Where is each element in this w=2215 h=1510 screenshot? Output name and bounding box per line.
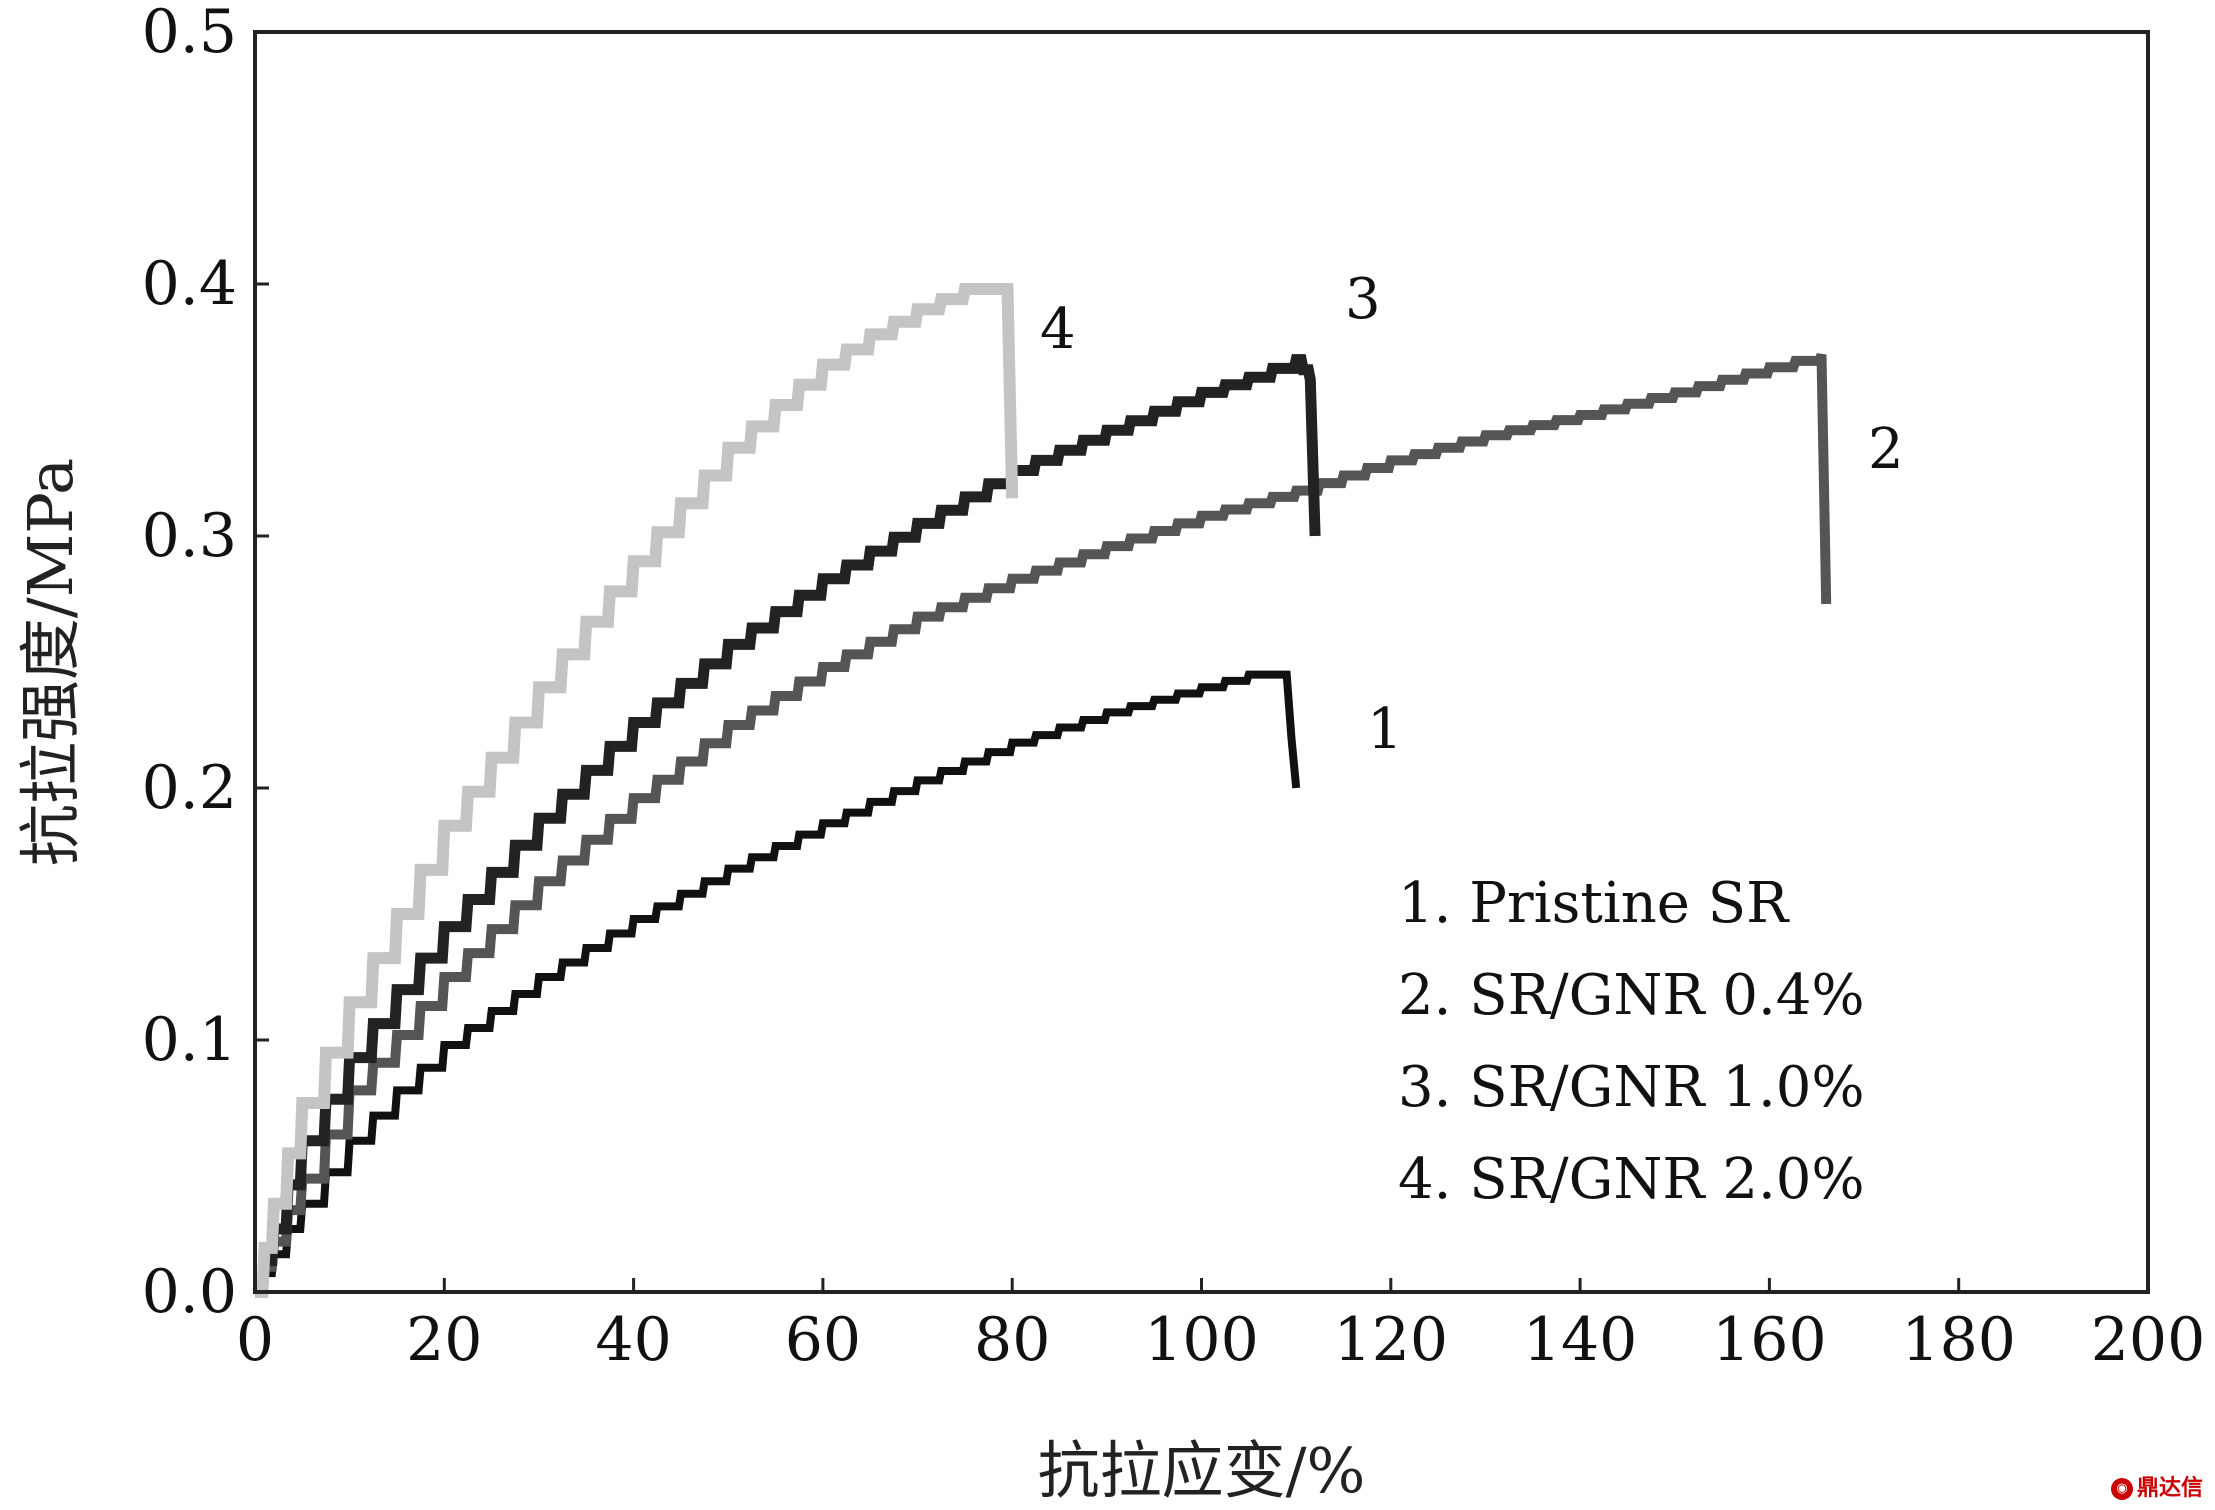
series-line-4: [255, 283, 1019, 1298]
x-tick-label: 80: [974, 1305, 1050, 1375]
x-tick-label: 60: [785, 1305, 861, 1375]
x-tick-label: 40: [595, 1305, 671, 1375]
legend-entry-1: 1. Pristine SR: [1398, 871, 1790, 936]
curve-label-4: 4: [1040, 297, 1076, 362]
series-line-1: [255, 670, 1301, 1296]
legend-entry-4: 4. SR/GNR 2.0%: [1398, 1147, 1865, 1212]
legend-entry-2: 2. SR/GNR 0.4%: [1398, 963, 1865, 1028]
x-tick-label: 0: [236, 1305, 274, 1375]
curve-labels: 1 2 3 4: [1040, 267, 1904, 762]
legend: 1. Pristine SR 2. SR/GNR 0.4% 3. SR/GNR …: [1398, 871, 1865, 1212]
x-tick-label: 160: [1712, 1305, 1827, 1375]
y-tick-label: 0.4: [142, 249, 237, 319]
logo-icon: ◉: [2110, 1478, 2133, 1500]
watermark: ◉ 鼎达信: [2110, 1470, 2203, 1502]
curve-label-3: 3: [1345, 267, 1381, 332]
legend-entry-3: 3. SR/GNR 1.0%: [1398, 1055, 1865, 1120]
series-line-2: [255, 353, 1832, 1297]
y-axis-label: 抗拉强度/MPa: [14, 458, 87, 866]
x-tick-label: 180: [1901, 1305, 2016, 1375]
y-tick-label: 0.2: [142, 753, 237, 823]
curve-label-2: 2: [1868, 417, 1904, 482]
x-tick-label: 120: [1334, 1305, 1449, 1375]
x-tick-label: 200: [2091, 1305, 2206, 1375]
watermark-text: 鼎达信: [2136, 1476, 2203, 1501]
y-tick-label: 0.5: [142, 0, 237, 67]
x-tick-label: 20: [406, 1305, 482, 1375]
ticks-layer: 0 20 40 60 80 100 120 140 160 180 200 0.0 0.1 0.2 0.3 0…: [142, 0, 2206, 1375]
y-tick-label: 0.3: [142, 501, 237, 571]
y-tick-label: 0.0: [142, 1257, 237, 1327]
x-tick-label: 140: [1523, 1305, 1638, 1375]
x-tick-label: 100: [1144, 1305, 1259, 1375]
x-axis-label: 抗拉应变/%: [1038, 1434, 1366, 1507]
series-layer: [255, 283, 1832, 1298]
curve-label-1: 1: [1367, 697, 1403, 762]
y-tick-label: 0.1: [142, 1005, 237, 1075]
series-line-3: [255, 354, 1321, 1298]
